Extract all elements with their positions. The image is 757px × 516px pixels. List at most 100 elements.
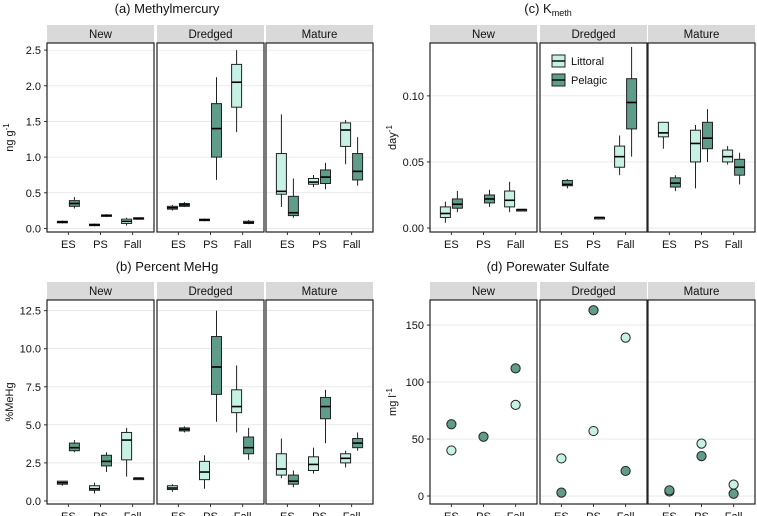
- point-pelagic: [664, 485, 675, 496]
- box-pelagic: [133, 217, 145, 220]
- facet-label: Mature: [302, 286, 338, 298]
- facet-label: Dredged: [188, 286, 232, 298]
- box-body: [702, 121, 713, 150]
- box-pelagic: [211, 77, 222, 180]
- facet-strip: [540, 282, 647, 300]
- facet-frame: [46, 299, 155, 505]
- facet-label: New: [472, 286, 496, 298]
- box-pelagic: [287, 470, 299, 488]
- panel-title: (b) Percent MeHg: [116, 259, 219, 274]
- x-tick-label: PS: [93, 511, 108, 516]
- box-littoral: [722, 146, 734, 165]
- x-tick-label: Fall: [725, 511, 743, 516]
- facet-strip: [430, 282, 537, 300]
- x-tick-label: ES: [61, 239, 76, 251]
- box-pelagic: [484, 189, 495, 207]
- legend: Littoral Pelagic: [551, 54, 608, 87]
- box-pelagic: [287, 178, 299, 218]
- box-body: [211, 103, 222, 158]
- box-littoral: [504, 181, 516, 213]
- x-tick-label: ES: [444, 239, 459, 251]
- y-axis-label: mg l-1: [385, 388, 399, 416]
- box-pelagic: [178, 202, 190, 208]
- y-tick-label: 12.5: [20, 306, 41, 318]
- x-tick-label: ES: [554, 511, 569, 516]
- x-tick-label: PS: [694, 511, 709, 516]
- y-axis-label-text: day: [387, 132, 399, 150]
- point-pelagic: [696, 451, 707, 462]
- y-tick-label: 2.5: [26, 45, 41, 57]
- facet-label: New: [89, 286, 113, 298]
- x-tick-label: PS: [93, 239, 108, 251]
- y-tick-label: 2.5: [26, 458, 41, 470]
- x-tick-label: ES: [444, 511, 459, 516]
- panel-title-text: (c) K: [524, 1, 552, 16]
- box-littoral: [231, 50, 243, 133]
- y-tick-label: 0.05: [403, 157, 424, 169]
- box-pelagic: [626, 46, 638, 157]
- facet-label: Dredged: [571, 286, 615, 298]
- box-littoral: [231, 365, 243, 433]
- box-littoral: [89, 223, 100, 227]
- facet-new: New ES PS Fall: [429, 282, 538, 516]
- box-littoral: [690, 124, 701, 189]
- box-pelagic: [516, 208, 528, 212]
- box-littoral: [614, 135, 626, 176]
- box-pelagic: [352, 432, 364, 451]
- box-pelagic: [451, 191, 463, 213]
- box-body: [504, 190, 516, 208]
- box-littoral: [121, 217, 133, 226]
- box-pelagic: [320, 162, 331, 190]
- facet-label: Dredged: [571, 29, 615, 41]
- box-body: [199, 460, 210, 481]
- facet-mature: Mature ES PS Fall: [265, 282, 374, 516]
- box-body: [287, 474, 299, 485]
- y-tick-label: 5.0: [26, 420, 41, 432]
- y-tick-label: 1.5: [26, 116, 41, 128]
- box-pelagic: [561, 179, 573, 189]
- box-littoral: [657, 121, 669, 149]
- facet-frame: [539, 299, 648, 505]
- box-littoral: [199, 455, 210, 489]
- facet-frame: [156, 42, 265, 233]
- box-body: [320, 396, 331, 420]
- facet-frame: [429, 299, 538, 505]
- box-body: [287, 195, 299, 217]
- facet-strip: [266, 282, 373, 300]
- point-littoral: [728, 479, 739, 490]
- facet-label: Dredged: [188, 29, 232, 41]
- box-littoral: [199, 218, 210, 222]
- x-tick-label: Fall: [507, 239, 525, 251]
- x-tick-label: PS: [694, 239, 709, 251]
- x-tick-label: PS: [476, 239, 491, 251]
- x-tick-label: ES: [554, 239, 569, 251]
- facet-new: New ES PS Fall: [429, 25, 538, 251]
- facet-frame: [429, 42, 538, 233]
- box-body: [275, 453, 287, 476]
- panel-title-text: (a) Methylmercury: [115, 1, 220, 16]
- x-tick-label: ES: [280, 239, 295, 251]
- x-tick-label: Fall: [617, 239, 635, 251]
- box-littoral: [89, 482, 100, 494]
- box-body: [340, 122, 352, 147]
- point-littoral: [510, 399, 521, 410]
- box-pelagic: [243, 427, 255, 460]
- facet-label: Mature: [302, 29, 338, 41]
- y-axis-label-text: mg l: [387, 395, 399, 416]
- facet-dredged: Dredged ES PS Fall: [539, 282, 648, 516]
- panel-a: (a) Methylmercury ng g-1 0.0 0.5 1.0 1.5 2.0 2.…: [2, 1, 374, 251]
- x-tick-label: Fall: [124, 511, 142, 516]
- x-tick-label: PS: [203, 511, 218, 516]
- x-tick-label: PS: [312, 511, 327, 516]
- facet-dredged: Dredged ES PS Fall: [539, 25, 648, 251]
- x-tick-label: PS: [203, 239, 218, 251]
- panel-b: (b) Percent MeHg %MeHg 0.0 2.5 5.0 7.5 10.0 12.…: [4, 259, 374, 516]
- facet-label: Mature: [684, 29, 720, 41]
- facet-mature: Mature ES PS Fall: [647, 25, 756, 251]
- facet-strip: [47, 25, 154, 43]
- box-littoral: [275, 438, 287, 479]
- box-littoral: [166, 484, 178, 492]
- facet-mature: Mature ES PS Fall: [647, 282, 756, 516]
- box-pelagic: [702, 109, 713, 162]
